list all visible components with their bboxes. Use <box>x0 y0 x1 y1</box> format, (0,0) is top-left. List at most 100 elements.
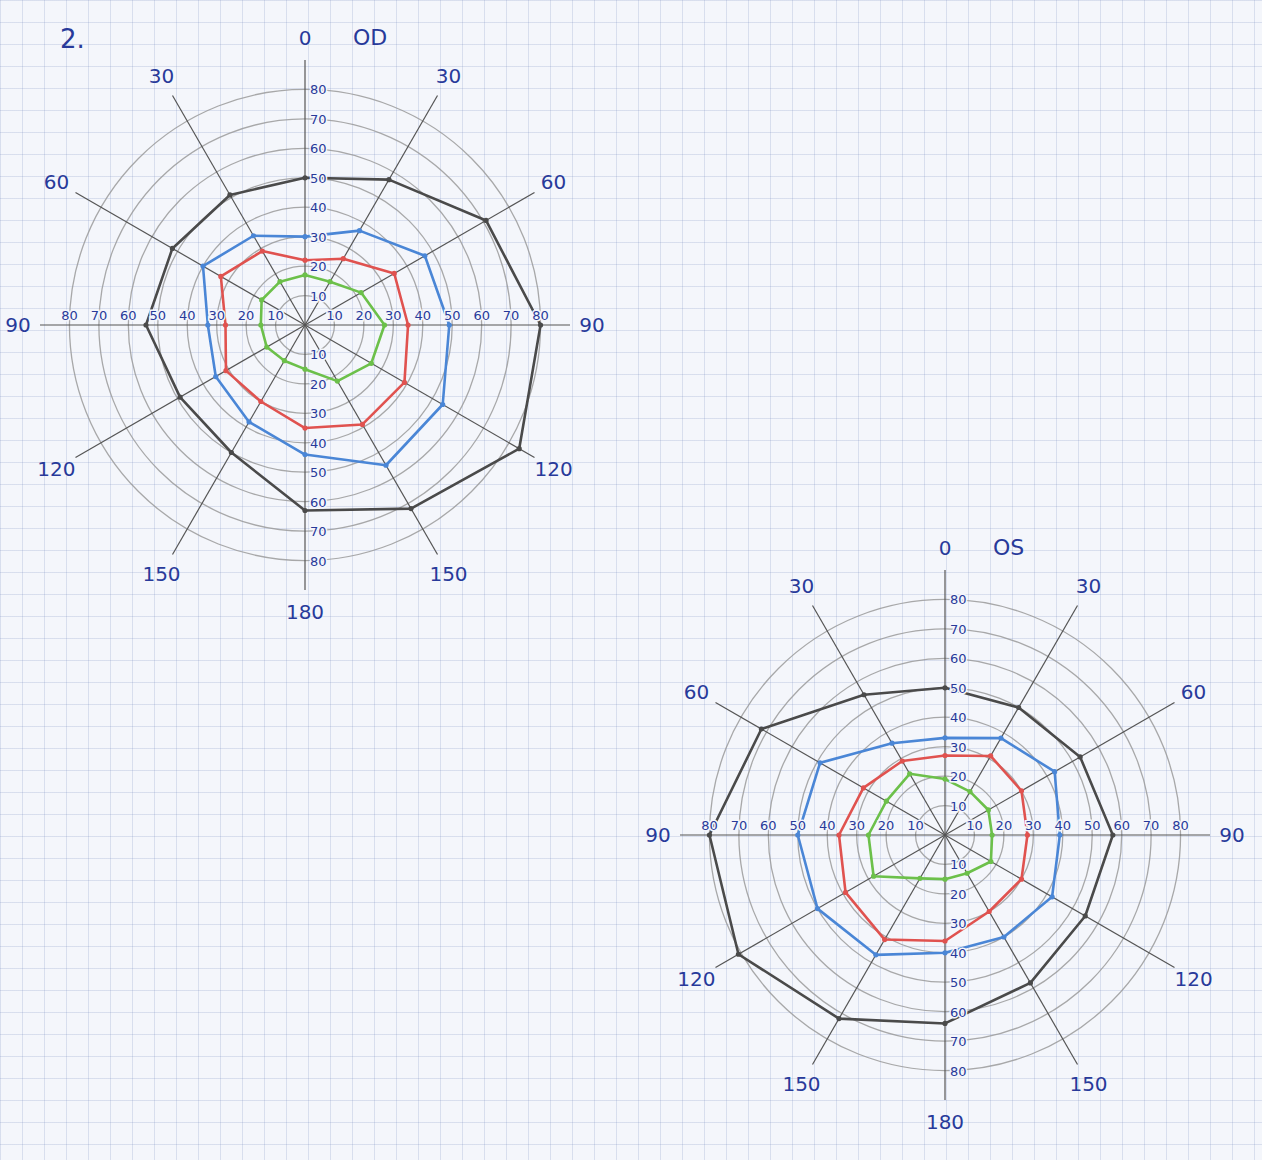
meridian-label: 120 <box>37 457 75 481</box>
chart-title: OD <box>353 25 387 50</box>
isopter-point <box>302 234 307 239</box>
meridian <box>305 325 438 554</box>
isopter-point <box>483 218 488 223</box>
radial-tick-label: 30 <box>208 308 225 323</box>
meridian <box>716 703 945 836</box>
isopter-point <box>386 177 391 182</box>
radial-tick-label: 80 <box>701 818 718 833</box>
isopter-point <box>205 322 210 327</box>
isopter <box>221 251 408 428</box>
isopter-point <box>302 452 307 457</box>
radial-tick-label: 30 <box>950 916 967 931</box>
radial-tick-label: 40 <box>819 818 836 833</box>
radial-tick-label: 10 <box>310 289 327 304</box>
isopter-point <box>302 367 307 372</box>
isopter-point <box>382 322 387 327</box>
isopter-point <box>988 753 993 758</box>
isopter-point <box>873 952 878 957</box>
meridian-label: 30 <box>1076 574 1101 598</box>
meridian-label: 60 <box>684 680 709 704</box>
meridian-labels: 0306090120150180150120906030 <box>5 26 604 624</box>
isopter-point <box>967 789 972 794</box>
radial-tick-label: 30 <box>385 308 402 323</box>
radial-tick-label: 40 <box>179 308 196 323</box>
radial-tick-label: 20 <box>878 818 895 833</box>
meridian-label: 60 <box>541 170 566 194</box>
isopter <box>709 688 1112 1024</box>
meridian-label: 0 <box>299 26 312 50</box>
radial-tick-label: 50 <box>1084 818 1101 833</box>
radial-tick-label: 10 <box>966 818 983 833</box>
isopter-point <box>736 952 741 957</box>
isopter-point <box>258 399 263 404</box>
isopter-point <box>988 859 993 864</box>
isopter-point <box>360 422 365 427</box>
radial-tick-label: 40 <box>950 946 967 961</box>
radial-tick-label: 80 <box>950 592 967 607</box>
meridian-label: 150 <box>142 562 180 586</box>
meridian-label: 150 <box>782 1072 820 1096</box>
radar-chart: 1020304050607080102030405060708010203040… <box>645 535 1244 1134</box>
radial-tick-label: 80 <box>1172 818 1189 833</box>
isopter-point <box>866 832 871 837</box>
meridian <box>945 834 1210 835</box>
radial-tick-label: 20 <box>310 259 327 274</box>
radial-tick-label: 80 <box>532 308 549 323</box>
meridian <box>76 193 305 326</box>
isopter-point <box>871 874 876 879</box>
radar-chart: 1020304050607080102030405060708010203040… <box>5 25 604 624</box>
meridian <box>173 325 306 554</box>
isopter-point <box>986 807 991 812</box>
isopter-point <box>882 937 887 942</box>
radial-tick-label: 10 <box>326 308 343 323</box>
isopter-point <box>369 361 374 366</box>
radial-tick-label: 10 <box>950 799 967 814</box>
radial-tick-label: 50 <box>790 818 807 833</box>
isopter-point <box>1078 754 1083 759</box>
isopter-point <box>251 233 256 238</box>
radial-tick-label: 60 <box>310 141 327 156</box>
radial-tick-label: 80 <box>310 554 327 569</box>
isopter-point <box>1052 769 1057 774</box>
radial-tick-labels: 1020304050607080102030405060708010203040… <box>61 82 549 568</box>
isopter-point <box>907 771 912 776</box>
isopter <box>261 275 385 381</box>
isopter-points <box>258 272 387 383</box>
isopter-point <box>200 264 205 269</box>
isopter-point <box>889 741 894 746</box>
meridian <box>173 96 306 325</box>
isopter-point <box>942 1021 947 1026</box>
isopter-point <box>1016 705 1021 710</box>
isopter-point <box>836 1016 841 1021</box>
isopter-points <box>143 175 543 513</box>
isopter-point <box>258 322 263 327</box>
plot-area <box>707 685 1116 1026</box>
isopter-points <box>707 685 1116 1026</box>
radial-tick-label: 30 <box>310 230 327 245</box>
meridian-label: 90 <box>645 823 670 847</box>
isopter-point <box>357 228 362 233</box>
meridian <box>944 835 945 1100</box>
meridian-label: 150 <box>1069 1072 1107 1096</box>
meridian-label: 180 <box>926 1110 964 1134</box>
meridians <box>40 60 570 590</box>
isopter-point <box>177 395 182 400</box>
isopter-point <box>815 906 820 911</box>
meridian-label: 90 <box>1219 823 1244 847</box>
radial-tick-label: 40 <box>1055 818 1072 833</box>
isopter-point <box>1110 832 1115 837</box>
isopter-point <box>259 297 264 302</box>
isopter-point <box>302 175 307 180</box>
radial-tick-label: 60 <box>310 495 327 510</box>
isopter-point <box>302 508 307 513</box>
isopter <box>798 738 1060 955</box>
meridian <box>305 96 438 325</box>
isopter-points <box>866 771 995 882</box>
isopter-point <box>277 279 282 284</box>
isopter-point <box>440 402 445 407</box>
radial-tick-label: 10 <box>310 347 327 362</box>
radial-tick-label: 70 <box>731 818 748 833</box>
radial-tick-label: 60 <box>950 651 967 666</box>
isopter-point <box>1019 788 1024 793</box>
isopter-point <box>447 322 452 327</box>
